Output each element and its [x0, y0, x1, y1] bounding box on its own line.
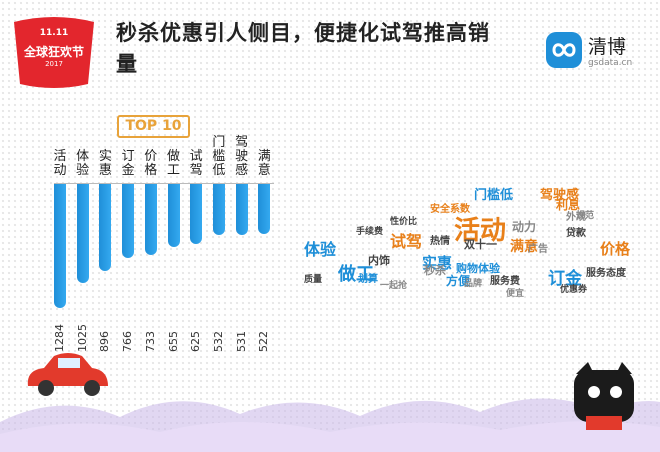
cloud-word: 贷款 [566, 228, 586, 239]
brand-logo: 清博 gsdata.cn [544, 30, 644, 75]
cloud-word: 价格 [600, 240, 631, 258]
bar [122, 184, 135, 258]
bar [76, 184, 89, 283]
cloud-word: 做工 [338, 264, 374, 285]
cloud-word: 动力 [512, 220, 537, 234]
tmall-cat-icon [574, 362, 634, 430]
cloud-word: 双十一 [464, 238, 497, 251]
bar-label: 做工 [166, 149, 180, 178]
cloud-word: 试驾 [390, 232, 423, 251]
cloud-word: 秒杀 [424, 264, 446, 277]
cloud-word: 购物体验 [456, 262, 500, 275]
badge-top: 11.11 [39, 28, 69, 38]
cloud-word: 驾驶感 [540, 188, 580, 203]
bar-value: 522 [257, 331, 271, 352]
cloud-word: 规范 [576, 211, 595, 221]
bar [144, 184, 157, 255]
bar-label: 试驾 [189, 149, 203, 178]
badge-year: 2017 [45, 60, 63, 68]
double-eleven-badge: 11.11 全球狂欢节 2017 [8, 14, 100, 90]
bar-value: 766 [121, 331, 135, 352]
page-title: 秒杀优惠引人侧目，便捷化试驾推高销量 [116, 21, 490, 76]
bar [190, 184, 203, 245]
cloud-word: 划算 [358, 274, 378, 285]
bar [258, 184, 271, 235]
cloud-word: 外观 [566, 212, 586, 223]
bar [54, 184, 66, 308]
cloud-decoration [0, 398, 660, 452]
cloud-word: 方便 [446, 274, 471, 288]
cloud-word: 质量 [304, 275, 323, 285]
cloud-word: 内饰 [368, 254, 390, 267]
bar-label: 体验 [76, 149, 90, 178]
brand-url: gsdata.cn [588, 58, 633, 68]
cloud-word: 订金 [548, 269, 582, 289]
top10-label: TOP 10 [117, 115, 190, 138]
bar-label: 订金 [121, 149, 135, 178]
bar-value: 531 [234, 331, 248, 352]
bar [235, 184, 248, 236]
bar-label: 门槛低 [212, 135, 226, 178]
cloud-word: 性价比 [390, 217, 418, 227]
cloud-word: 优惠券 [560, 285, 588, 295]
badge-shape [14, 17, 94, 88]
cloud-word: 活动 [454, 216, 507, 246]
bar-value: 733 [143, 331, 157, 352]
bar-value: 625 [189, 331, 203, 352]
cloud-word: 利息 [556, 198, 581, 212]
cloud-word: 服务费 [490, 276, 520, 287]
bar-label: 实惠 [98, 149, 112, 178]
cloud-word: 体验 [304, 240, 337, 259]
bar [167, 184, 180, 248]
cloud-word: 安全系数 [430, 204, 470, 215]
cloud-word: 实惠 [422, 254, 453, 272]
bar [212, 184, 225, 236]
cloud-word: 手续费 [356, 227, 384, 237]
cloud-word: 便宜 [506, 289, 525, 299]
car-icon [27, 353, 108, 396]
cloud-word: 品牌 [464, 279, 483, 289]
bar-label: 价格 [144, 149, 158, 178]
brand-name: 清博 [588, 36, 627, 58]
cloud-word: 广告 [528, 244, 548, 255]
bar [99, 184, 112, 271]
infinity-icon [546, 32, 582, 68]
bar-label: 驾驶感 [235, 135, 249, 178]
cloud-word: 满意 [510, 239, 538, 255]
bar-value: 532 [211, 331, 225, 352]
bar-value: 655 [166, 331, 180, 352]
chart-baseline [54, 183, 274, 184]
cloud-word: 门槛低 [474, 188, 514, 203]
cloud-word: 一起抢 [380, 281, 408, 291]
cloud-word: 服务态度 [586, 268, 626, 279]
badge-label: 全球狂欢节 [23, 45, 84, 59]
cloud-word: 热情 [430, 236, 450, 247]
bar-label: 活动 [53, 149, 67, 178]
bar-label: 满意 [257, 149, 271, 178]
